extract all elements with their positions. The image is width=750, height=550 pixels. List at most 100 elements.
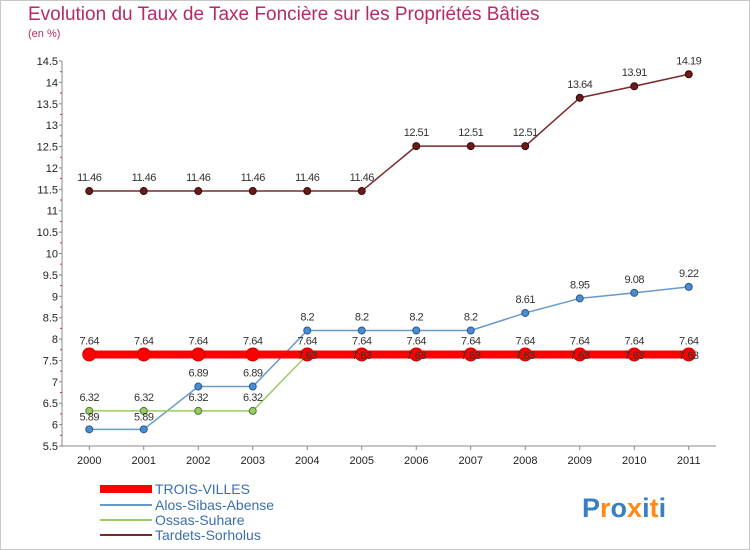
data-label: 11.46 bbox=[186, 172, 211, 184]
logo-letter: x bbox=[627, 493, 642, 523]
data-label: 7.64 bbox=[243, 335, 263, 347]
point-trois-villes bbox=[627, 347, 642, 362]
logo-letter: o bbox=[611, 493, 628, 523]
x-tick-label: 2009 bbox=[568, 455, 592, 467]
data-label: 7.64 bbox=[570, 335, 590, 347]
point-ossas-suhare bbox=[248, 406, 257, 415]
x-tick-label: 2005 bbox=[350, 455, 374, 467]
data-label: 6.32 bbox=[80, 392, 100, 404]
point-trois-villes bbox=[681, 347, 696, 362]
y-tick-label: 9 bbox=[52, 291, 58, 303]
logo-letter: i bbox=[659, 493, 667, 523]
data-label: 7.63 bbox=[679, 350, 699, 362]
x-tick-label: 2011 bbox=[677, 455, 701, 467]
data-label: 9.08 bbox=[625, 274, 645, 286]
point-alos-sibas-abense bbox=[466, 326, 475, 335]
point-trois-villes bbox=[354, 347, 369, 362]
data-label: 7.64 bbox=[461, 335, 481, 347]
data-label: 7.64 bbox=[352, 335, 372, 347]
point-tardets-sorholus bbox=[357, 187, 366, 196]
point-trois-villes bbox=[82, 347, 97, 362]
logo-letter: P bbox=[582, 493, 600, 523]
y-tick-label: 11 bbox=[47, 206, 58, 218]
point-alos-sibas-abense bbox=[248, 382, 257, 391]
data-label: 11.46 bbox=[77, 172, 102, 184]
point-alos-sibas-abense bbox=[85, 425, 94, 434]
data-label: 9.22 bbox=[679, 268, 699, 280]
x-tick-label: 2006 bbox=[404, 455, 428, 467]
data-label: 11.46 bbox=[295, 172, 320, 184]
legend-label-ossas-suhare: Ossas-Suhare bbox=[155, 512, 245, 528]
data-label: 8.61 bbox=[516, 294, 536, 306]
point-alos-sibas-abense bbox=[412, 326, 421, 335]
data-label: 12.51 bbox=[458, 127, 483, 139]
x-tick-label: 2007 bbox=[459, 455, 483, 467]
data-label: 8.95 bbox=[570, 279, 590, 291]
legend-label-tardets-sorholus: Tardets-Sorholus bbox=[155, 527, 261, 543]
data-label: 6.32 bbox=[189, 392, 209, 404]
logo-letter: r bbox=[600, 493, 611, 523]
point-tardets-sorholus bbox=[630, 82, 639, 91]
series-layer bbox=[82, 70, 696, 434]
data-label: 7.64 bbox=[298, 335, 318, 347]
point-trois-villes bbox=[300, 347, 315, 362]
logo-letter: t bbox=[650, 493, 659, 523]
proxiti-logo: Proxiti bbox=[582, 493, 666, 523]
data-label: 7.64 bbox=[407, 335, 427, 347]
data-label: 7.63 bbox=[625, 350, 645, 362]
point-alos-sibas-abense bbox=[357, 326, 366, 335]
data-label: 7.63 bbox=[461, 350, 481, 362]
y-tick-label: 10 bbox=[46, 249, 58, 261]
logo-text: Proxiti bbox=[582, 493, 666, 523]
point-trois-villes bbox=[191, 347, 206, 362]
data-label: 8.2 bbox=[409, 312, 423, 324]
point-trois-villes bbox=[572, 347, 587, 362]
data-label: 6.32 bbox=[243, 392, 263, 404]
legend-label-alos-sibas-abense: Alos-Sibas-Abense bbox=[155, 497, 274, 513]
x-tick-label: 2000 bbox=[77, 455, 101, 467]
data-label: 13.91 bbox=[622, 67, 647, 79]
point-alos-sibas-abense bbox=[521, 308, 530, 317]
data-label: 6.89 bbox=[243, 368, 263, 380]
point-alos-sibas-abense bbox=[630, 288, 639, 297]
y-tick-label: 14.5 bbox=[37, 56, 58, 68]
point-tardets-sorholus bbox=[303, 187, 312, 196]
point-ossas-suhare bbox=[139, 406, 148, 415]
data-label: 6.32 bbox=[134, 392, 154, 404]
point-trois-villes bbox=[518, 347, 533, 362]
unit-label: (en %) bbox=[28, 28, 61, 40]
point-trois-villes bbox=[409, 347, 424, 362]
data-label: 12.51 bbox=[404, 127, 429, 139]
y-tick-label: 10.5 bbox=[37, 227, 58, 239]
point-tardets-sorholus bbox=[466, 142, 475, 151]
data-label: 7.63 bbox=[352, 350, 372, 362]
point-tardets-sorholus bbox=[85, 187, 94, 196]
point-trois-villes bbox=[245, 347, 260, 362]
data-label: 14.19 bbox=[676, 55, 701, 67]
data-label: 7.64 bbox=[189, 335, 209, 347]
y-tick-label: 8 bbox=[52, 334, 58, 346]
y-tick-label: 12 bbox=[46, 163, 58, 175]
data-label: 7.63 bbox=[516, 350, 536, 362]
point-alos-sibas-abense bbox=[139, 425, 148, 434]
data-label: 7.64 bbox=[134, 335, 154, 347]
point-tardets-sorholus bbox=[521, 142, 530, 151]
y-tick-label: 14 bbox=[46, 77, 58, 89]
data-label: 12.51 bbox=[513, 127, 538, 139]
y-tick-label: 8.5 bbox=[43, 313, 58, 325]
point-trois-villes bbox=[136, 347, 151, 362]
data-label: 11.46 bbox=[350, 172, 375, 184]
point-tardets-sorholus bbox=[248, 187, 257, 196]
logo-letter: i bbox=[642, 493, 650, 523]
point-tardets-sorholus bbox=[139, 187, 148, 196]
y-tick-label: 9.5 bbox=[43, 270, 58, 282]
data-label: 5.89 bbox=[80, 411, 100, 423]
y-tick-label: 5.5 bbox=[43, 441, 58, 453]
data-label: 11.46 bbox=[132, 172, 157, 184]
data-label: 7.64 bbox=[516, 335, 536, 347]
y-tick-label: 6 bbox=[52, 420, 58, 432]
chart-title: Evolution du Taux de Taxe Foncière sur l… bbox=[28, 4, 540, 25]
legend-label-trois-villes: TROIS-VILLES bbox=[155, 481, 250, 497]
